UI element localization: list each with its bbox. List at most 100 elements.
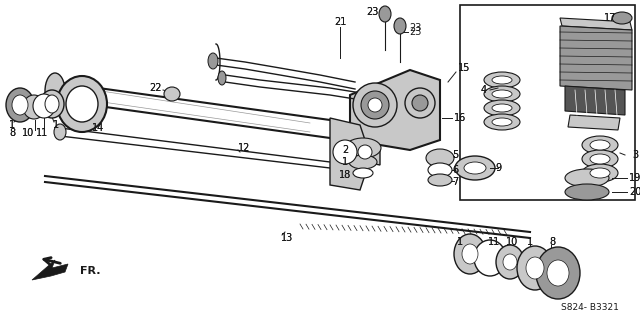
Ellipse shape	[45, 73, 65, 109]
Text: 1: 1	[53, 120, 59, 130]
Ellipse shape	[66, 86, 98, 122]
Ellipse shape	[565, 169, 609, 187]
Ellipse shape	[454, 234, 486, 274]
Text: 17: 17	[604, 13, 616, 23]
Ellipse shape	[218, 71, 226, 85]
Text: 9: 9	[495, 163, 501, 173]
Text: 1: 1	[527, 237, 533, 247]
Ellipse shape	[547, 260, 569, 286]
Text: 10: 10	[22, 128, 34, 138]
Ellipse shape	[526, 257, 544, 279]
Text: 8: 8	[9, 128, 15, 138]
Text: 12: 12	[238, 143, 250, 153]
Ellipse shape	[590, 168, 610, 178]
Text: 5: 5	[452, 150, 458, 160]
Ellipse shape	[503, 254, 517, 270]
Text: S824- B3321: S824- B3321	[561, 303, 619, 313]
Text: 7: 7	[452, 177, 458, 187]
Ellipse shape	[474, 240, 506, 276]
Text: 11: 11	[488, 237, 500, 247]
Ellipse shape	[394, 18, 406, 34]
Text: 5: 5	[452, 150, 458, 160]
Ellipse shape	[462, 244, 478, 264]
Text: 11: 11	[36, 128, 48, 138]
Text: 11: 11	[36, 128, 48, 138]
Ellipse shape	[484, 100, 520, 116]
Text: 23: 23	[409, 23, 421, 33]
Text: 1: 1	[9, 120, 15, 130]
Ellipse shape	[565, 184, 609, 200]
Text: 13: 13	[281, 233, 293, 243]
Ellipse shape	[368, 98, 382, 112]
Bar	[460, 5, 635, 200]
Ellipse shape	[492, 118, 512, 126]
Polygon shape	[560, 18, 632, 30]
Polygon shape	[565, 86, 625, 115]
Ellipse shape	[208, 53, 218, 69]
Text: 18: 18	[339, 170, 351, 180]
Polygon shape	[330, 118, 365, 190]
Ellipse shape	[484, 114, 520, 130]
Ellipse shape	[455, 156, 495, 180]
Text: 3: 3	[632, 150, 638, 160]
Text: 17: 17	[604, 13, 616, 23]
Text: 13: 13	[281, 233, 293, 243]
Ellipse shape	[361, 91, 389, 119]
Text: 2: 2	[342, 145, 348, 155]
Text: 19: 19	[629, 173, 640, 183]
Text: 21: 21	[334, 17, 346, 27]
Ellipse shape	[492, 76, 512, 84]
Text: 22: 22	[148, 83, 161, 93]
Ellipse shape	[33, 94, 55, 118]
Text: 10: 10	[22, 128, 34, 138]
Ellipse shape	[582, 136, 618, 154]
Text: 4: 4	[481, 85, 487, 95]
Text: 1: 1	[9, 120, 15, 130]
Ellipse shape	[23, 95, 45, 119]
Ellipse shape	[536, 247, 580, 299]
Text: 20: 20	[629, 187, 640, 197]
Ellipse shape	[412, 95, 428, 111]
Text: 23: 23	[366, 7, 378, 17]
Polygon shape	[568, 115, 620, 130]
Text: 3: 3	[632, 150, 638, 160]
Text: 23: 23	[366, 7, 378, 17]
Text: 6: 6	[452, 165, 458, 175]
Ellipse shape	[484, 86, 520, 102]
Polygon shape	[350, 70, 440, 150]
Ellipse shape	[590, 140, 610, 150]
Polygon shape	[32, 260, 68, 280]
Ellipse shape	[426, 149, 454, 167]
Polygon shape	[355, 145, 380, 165]
Ellipse shape	[164, 87, 180, 101]
Ellipse shape	[54, 124, 66, 140]
Text: 10: 10	[506, 237, 518, 247]
Ellipse shape	[379, 6, 391, 22]
Text: 20: 20	[629, 187, 640, 197]
Ellipse shape	[517, 246, 553, 290]
Ellipse shape	[6, 88, 34, 122]
Text: 2: 2	[342, 145, 348, 155]
Ellipse shape	[349, 155, 377, 169]
Text: 22: 22	[148, 83, 161, 93]
Text: 16: 16	[454, 113, 466, 123]
Text: 10: 10	[506, 237, 518, 247]
Text: 1: 1	[53, 120, 59, 130]
Text: 8: 8	[9, 128, 15, 138]
Text: 1: 1	[342, 157, 348, 167]
Ellipse shape	[40, 90, 64, 118]
Ellipse shape	[358, 145, 372, 159]
Text: 1: 1	[457, 237, 463, 247]
Text: 1: 1	[342, 157, 348, 167]
Text: 4: 4	[481, 85, 487, 95]
Text: 7: 7	[452, 177, 458, 187]
Ellipse shape	[57, 76, 107, 132]
Text: 18: 18	[339, 170, 351, 180]
Text: 11: 11	[488, 237, 500, 247]
Ellipse shape	[353, 83, 397, 127]
Ellipse shape	[405, 88, 435, 118]
Ellipse shape	[484, 72, 520, 88]
Polygon shape	[560, 26, 632, 90]
Text: 15: 15	[458, 63, 470, 73]
Ellipse shape	[12, 95, 28, 115]
